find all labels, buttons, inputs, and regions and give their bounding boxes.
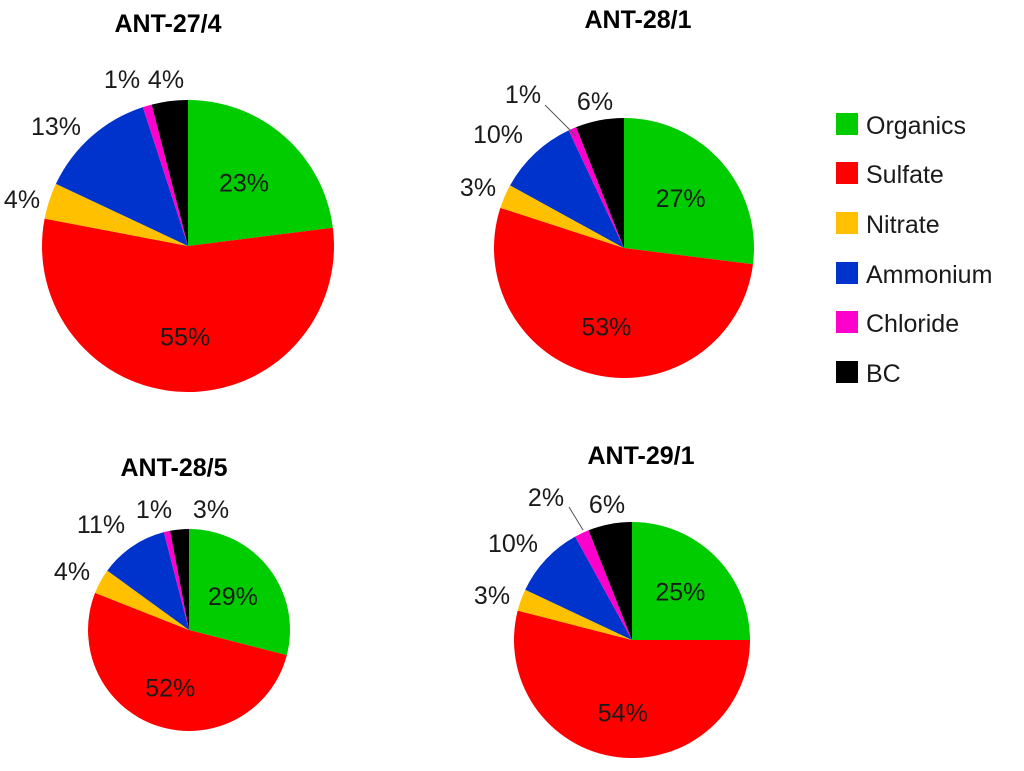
- legend-swatch-ammonium: [836, 262, 858, 284]
- pie-label-chloride: 2%: [528, 484, 564, 512]
- pie-label-sulfate: 55%: [160, 324, 210, 352]
- pie-label-nitrate: 4%: [4, 186, 40, 214]
- pie-chart-4: ANT-29/1 25% 54% 3% 10% 2% 6%: [474, 442, 750, 759]
- pie-chart-3: ANT-28/5 29% 52% 4% 11% 1% 3%: [54, 454, 291, 731]
- pie-slice-nitrate: [517, 589, 632, 640]
- legend-swatch-organics: [836, 113, 858, 135]
- pie-slice-chloride: [568, 127, 624, 248]
- legend-item-bc: BC: [836, 360, 901, 388]
- pie-label-nitrate: 3%: [474, 582, 510, 610]
- pie-slice-ammonium: [55, 107, 189, 247]
- pie-label-organics: 29%: [208, 583, 258, 611]
- legend-item-ammonium: Ammonium: [836, 261, 992, 289]
- pie-slice-nitrate: [95, 570, 189, 630]
- legend-label-bc: BC: [866, 360, 901, 388]
- pie-slice-organics: [188, 100, 333, 246]
- pie-label-organics: 25%: [655, 579, 705, 607]
- pie-title-4: ANT-29/1: [588, 442, 695, 470]
- pie-label-chloride: 1%: [136, 496, 172, 524]
- pie-slice-bc: [170, 529, 189, 630]
- legend: Organics Sulfate Nitrate Ammonium Chlori…: [836, 112, 992, 388]
- pie-label-ammonium: 13%: [31, 113, 81, 141]
- legend-swatch-bc: [836, 361, 858, 383]
- pie-slice-organics: [189, 529, 291, 656]
- pie-slice-nitrate: [500, 185, 624, 248]
- pie-slice-chloride: [575, 530, 632, 640]
- pie-label-bc: 6%: [589, 491, 625, 519]
- pie-chart-1: ANT-27/4 23% 55% 4% 13% 1% 4%: [4, 10, 335, 393]
- pie-slice-chloride: [163, 530, 189, 630]
- pie-slice-organics: [624, 118, 754, 265]
- pie-label-bc: 3%: [193, 496, 229, 524]
- legend-label-nitrate: Nitrate: [866, 211, 940, 239]
- pie-label-sulfate: 52%: [145, 675, 195, 703]
- pie-title-3: ANT-28/5: [121, 454, 228, 482]
- pie-slice-organics: [632, 522, 750, 640]
- legend-label-sulfate: Sulfate: [866, 161, 944, 189]
- leader-line-chloride: [544, 104, 577, 137]
- pie-label-ammonium: 11%: [77, 511, 125, 539]
- pie-label-sulfate: 53%: [581, 314, 631, 342]
- pie-label-nitrate: 4%: [54, 558, 90, 586]
- pie-slice-ammonium: [525, 536, 632, 640]
- legend-swatch-nitrate: [836, 212, 858, 234]
- pie-label-organics: 23%: [219, 170, 269, 198]
- legend-item-organics: Organics: [836, 112, 966, 140]
- pie-label-ammonium: 10%: [473, 121, 523, 149]
- legend-item-sulfate: Sulfate: [836, 161, 944, 189]
- pie-slice-chloride: [142, 104, 188, 246]
- pie-label-chloride: 1%: [104, 66, 140, 94]
- pie-slice-sulfate: [493, 207, 753, 379]
- pie-label-sulfate: 54%: [598, 700, 648, 728]
- pie-label-bc: 4%: [148, 66, 184, 94]
- pie-slice-sulfate: [42, 218, 335, 393]
- pie-label-ammonium: 10%: [488, 530, 538, 558]
- legend-item-nitrate: Nitrate: [836, 211, 940, 239]
- pie-label-organics: 27%: [656, 185, 706, 213]
- pie-title-2: ANT-28/1: [585, 6, 692, 34]
- legend-item-chloride: Chloride: [836, 310, 959, 338]
- pie-slice-ammonium: [510, 130, 624, 248]
- pie-label-bc: 6%: [577, 88, 613, 116]
- legend-swatch-chloride: [836, 311, 858, 333]
- legend-swatch-sulfate: [836, 162, 858, 184]
- pie-slice-bc: [151, 100, 188, 246]
- leader-line-chloride: [568, 506, 584, 531]
- pie-slice-sulfate: [88, 592, 287, 731]
- legend-label-chloride: Chloride: [866, 310, 959, 338]
- legend-label-organics: Organics: [866, 112, 966, 140]
- pie-label-nitrate: 3%: [460, 174, 496, 202]
- pie-slice-bc: [588, 522, 632, 640]
- pie-slice-sulfate: [514, 610, 750, 759]
- pie-charts: ANT-27/4 23% 55% 4% 13% 1% 4% ANT-28/1 27% 53% 3% 1…: [4, 6, 754, 759]
- pie-chart-2: ANT-28/1 27% 53% 3% 10% 1% 6%: [460, 6, 754, 379]
- pie-slice-nitrate: [44, 183, 189, 246]
- pie-slice-ammonium: [107, 532, 189, 630]
- pie-title-1: ANT-27/4: [115, 10, 222, 38]
- pie-slice-bc: [576, 118, 624, 248]
- legend-label-ammonium: Ammonium: [866, 261, 992, 289]
- pie-label-chloride: 1%: [505, 81, 541, 109]
